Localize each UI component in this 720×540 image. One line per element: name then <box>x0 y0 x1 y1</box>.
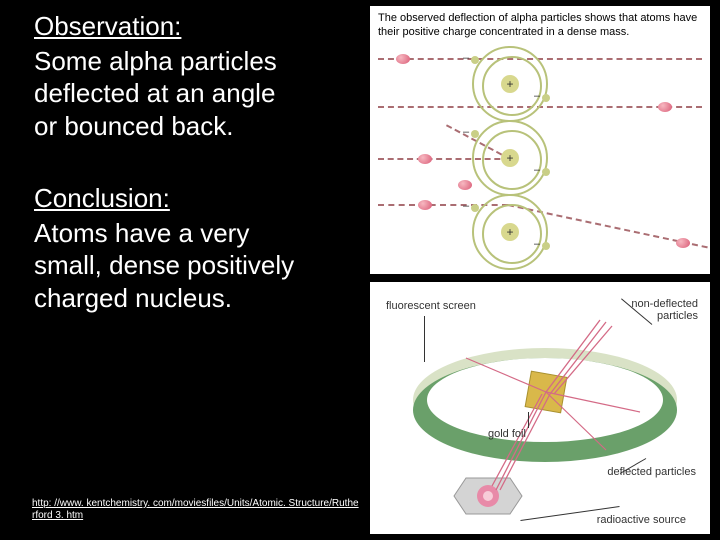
alpha-particle <box>676 238 690 248</box>
slide: Observation: Some alpha particles deflec… <box>0 0 720 540</box>
leader-fluorescent <box>424 316 425 362</box>
electron <box>471 56 479 64</box>
label-fluorescent-screen: fluorescent screen <box>386 300 476 312</box>
electron-label: – <box>463 126 469 138</box>
observation-line-2: deflected at an angle <box>34 77 354 110</box>
observation-line-1: Some alpha particles <box>34 45 354 78</box>
electron-label: – <box>534 164 540 176</box>
label-non-deflected: non-deflected particles <box>618 298 698 322</box>
nucleus: + <box>501 223 519 241</box>
source-link[interactable]: http: //www. kentchemistry. com/moviesfi… <box>32 498 362 522</box>
conclusion-block: Conclusion: Atoms have a very small, den… <box>34 182 354 314</box>
alpha-particle <box>658 102 672 112</box>
alpha-particle <box>396 54 410 64</box>
experiment-diagram: fluorescent screen non-deflected particl… <box>370 282 710 534</box>
left-column: Observation: Some alpha particles deflec… <box>34 10 354 314</box>
atom: +–– <box>472 46 548 122</box>
electron <box>471 130 479 138</box>
nucleus: + <box>501 75 519 93</box>
atom: +–– <box>472 120 548 196</box>
deflection-diagram-panel: The observed deflection of alpha particl… <box>370 6 710 274</box>
alpha-track <box>378 58 702 60</box>
leader-goldfoil <box>528 412 529 428</box>
electron <box>542 94 550 102</box>
conclusion-line-2: small, dense positively <box>34 249 354 282</box>
conclusion-heading: Conclusion: <box>34 182 354 215</box>
label-radioactive-source: radioactive source <box>597 514 686 526</box>
deflection-caption: The observed deflection of alpha particl… <box>378 12 702 40</box>
atom: +–– <box>472 194 548 270</box>
observation-block: Observation: Some alpha particles deflec… <box>34 10 354 142</box>
conclusion-line-1: Atoms have a very <box>34 217 354 250</box>
observation-line-3: or bounced back. <box>34 110 354 143</box>
alpha-particle <box>418 154 432 164</box>
electron-label: – <box>463 52 469 64</box>
electron <box>471 204 479 212</box>
electron-label: – <box>463 200 469 212</box>
electron <box>542 242 550 250</box>
experiment-diagram-panel: fluorescent screen non-deflected particl… <box>370 282 710 534</box>
nucleus: + <box>501 149 519 167</box>
alpha-particle <box>418 200 432 210</box>
electron-label: – <box>534 90 540 102</box>
conclusion-line-3: charged nucleus. <box>34 282 354 315</box>
deflection-diagram: + – – + – – + – – <box>378 44 702 266</box>
electron-label: – <box>534 238 540 250</box>
label-gold-foil: gold foil <box>488 428 526 440</box>
observation-heading: Observation: <box>34 10 354 43</box>
alpha-particle <box>458 180 472 190</box>
electron <box>542 168 550 176</box>
